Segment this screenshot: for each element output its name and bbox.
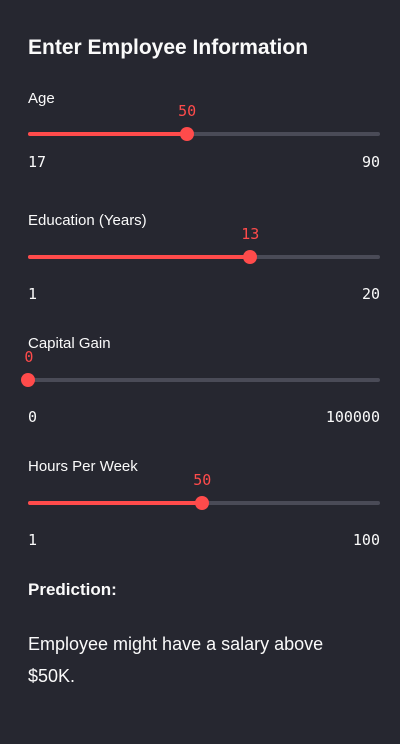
capital-gain-slider-thumb[interactable]	[21, 373, 35, 387]
hours-per-week-slider-min: 1	[28, 531, 38, 549]
age-slider-value: 50	[178, 102, 197, 120]
age-slider-max: 90	[361, 153, 380, 171]
age-slider-label: Age	[28, 90, 55, 107]
capital-gain-slider-max: 100000	[325, 408, 380, 426]
education-slider-track[interactable]: 13	[28, 225, 380, 264]
education-slider-thumb[interactable]	[243, 250, 258, 264]
age-slider-fill	[28, 132, 188, 136]
hours-per-week-slider: Hours Per Week 50 1 100	[0, 458, 400, 558]
age-slider-min: 17	[28, 153, 47, 171]
education-slider: Education (Years) 13 1 20	[0, 212, 400, 312]
capital-gain-slider-label: Capital Gain	[28, 335, 111, 352]
hours-per-week-slider-fill	[28, 501, 203, 505]
hours-per-week-slider-track[interactable]: 50	[28, 471, 380, 510]
capital-gain-slider-min: 0	[28, 408, 38, 426]
education-slider-max: 20	[361, 285, 380, 303]
education-slider-min: 1	[28, 285, 38, 303]
hours-per-week-slider-label: Hours Per Week	[28, 458, 138, 475]
capital-gain-slider-track[interactable]: 0	[21, 348, 380, 387]
capital-gain-slider: Capital Gain 0 0 100000	[0, 335, 400, 435]
education-slider-value: 13	[241, 225, 260, 243]
education-slider-fill	[28, 255, 251, 259]
sidebar-heading: Enter Employee Information	[28, 36, 309, 59]
prediction-text: Employee might have a salary above $50K.	[28, 634, 324, 686]
hours-per-week-slider-thumb[interactable]	[195, 496, 210, 510]
prediction-label: Prediction:	[28, 580, 117, 599]
hours-per-week-slider-value: 50	[193, 471, 212, 489]
capital-gain-slider-value: 0	[24, 348, 34, 366]
age-slider: Age 50 17 90	[0, 90, 400, 190]
age-slider-track[interactable]: 50	[28, 102, 380, 141]
education-slider-label: Education (Years)	[28, 212, 147, 229]
age-slider-thumb[interactable]	[180, 127, 195, 141]
hours-per-week-slider-max: 100	[352, 531, 380, 549]
